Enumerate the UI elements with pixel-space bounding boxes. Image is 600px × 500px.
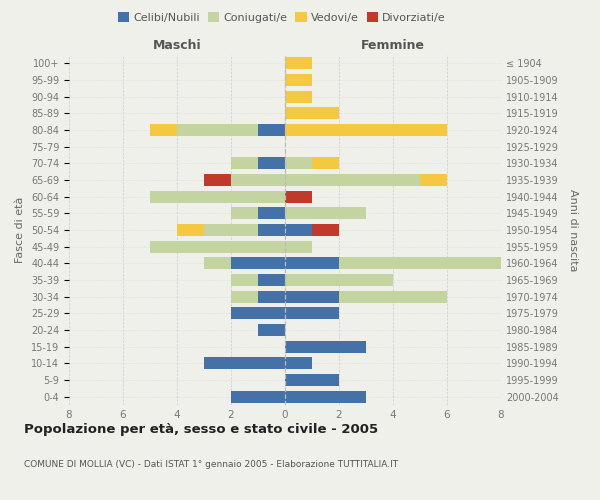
Bar: [285, 158, 312, 170]
Bar: [231, 390, 285, 402]
Bar: [231, 158, 258, 170]
Bar: [285, 174, 420, 186]
Bar: [150, 190, 285, 202]
Text: Popolazione per età, sesso e stato civile - 2005: Popolazione per età, sesso e stato civil…: [24, 422, 378, 436]
Bar: [150, 240, 285, 252]
Bar: [285, 390, 366, 402]
Bar: [231, 290, 258, 302]
Bar: [231, 208, 258, 220]
Bar: [285, 340, 366, 352]
Bar: [285, 240, 312, 252]
Bar: [285, 74, 312, 86]
Legend: Celibi/Nubili, Coniugati/e, Vedovi/e, Divorziati/e: Celibi/Nubili, Coniugati/e, Vedovi/e, Di…: [114, 8, 450, 28]
Bar: [285, 308, 339, 320]
Bar: [258, 158, 285, 170]
Bar: [285, 358, 312, 370]
Text: Femmine: Femmine: [361, 38, 425, 52]
Bar: [177, 124, 258, 136]
Bar: [285, 124, 447, 136]
Bar: [258, 290, 285, 302]
Bar: [339, 258, 501, 270]
Bar: [312, 224, 339, 236]
Bar: [231, 274, 258, 286]
Bar: [285, 208, 366, 220]
Bar: [231, 258, 285, 270]
Bar: [258, 208, 285, 220]
Bar: [339, 290, 447, 302]
Bar: [204, 224, 258, 236]
Bar: [420, 174, 447, 186]
Bar: [258, 324, 285, 336]
Bar: [204, 258, 231, 270]
Bar: [285, 58, 312, 70]
Bar: [231, 308, 285, 320]
Y-axis label: Fasce di età: Fasce di età: [16, 197, 25, 263]
Bar: [150, 124, 177, 136]
Bar: [285, 274, 393, 286]
Bar: [285, 290, 339, 302]
Bar: [312, 158, 339, 170]
Bar: [231, 174, 285, 186]
Bar: [204, 174, 231, 186]
Bar: [285, 108, 339, 120]
Bar: [177, 224, 204, 236]
Bar: [285, 374, 339, 386]
Bar: [285, 190, 312, 202]
Text: Maschi: Maschi: [152, 38, 202, 52]
Bar: [285, 258, 339, 270]
Bar: [285, 90, 312, 102]
Bar: [258, 124, 285, 136]
Bar: [204, 358, 285, 370]
Bar: [285, 224, 312, 236]
Bar: [258, 274, 285, 286]
Y-axis label: Anni di nascita: Anni di nascita: [568, 188, 578, 271]
Bar: [258, 224, 285, 236]
Text: COMUNE DI MOLLIA (VC) - Dati ISTAT 1° gennaio 2005 - Elaborazione TUTTITALIA.IT: COMUNE DI MOLLIA (VC) - Dati ISTAT 1° ge…: [24, 460, 398, 469]
